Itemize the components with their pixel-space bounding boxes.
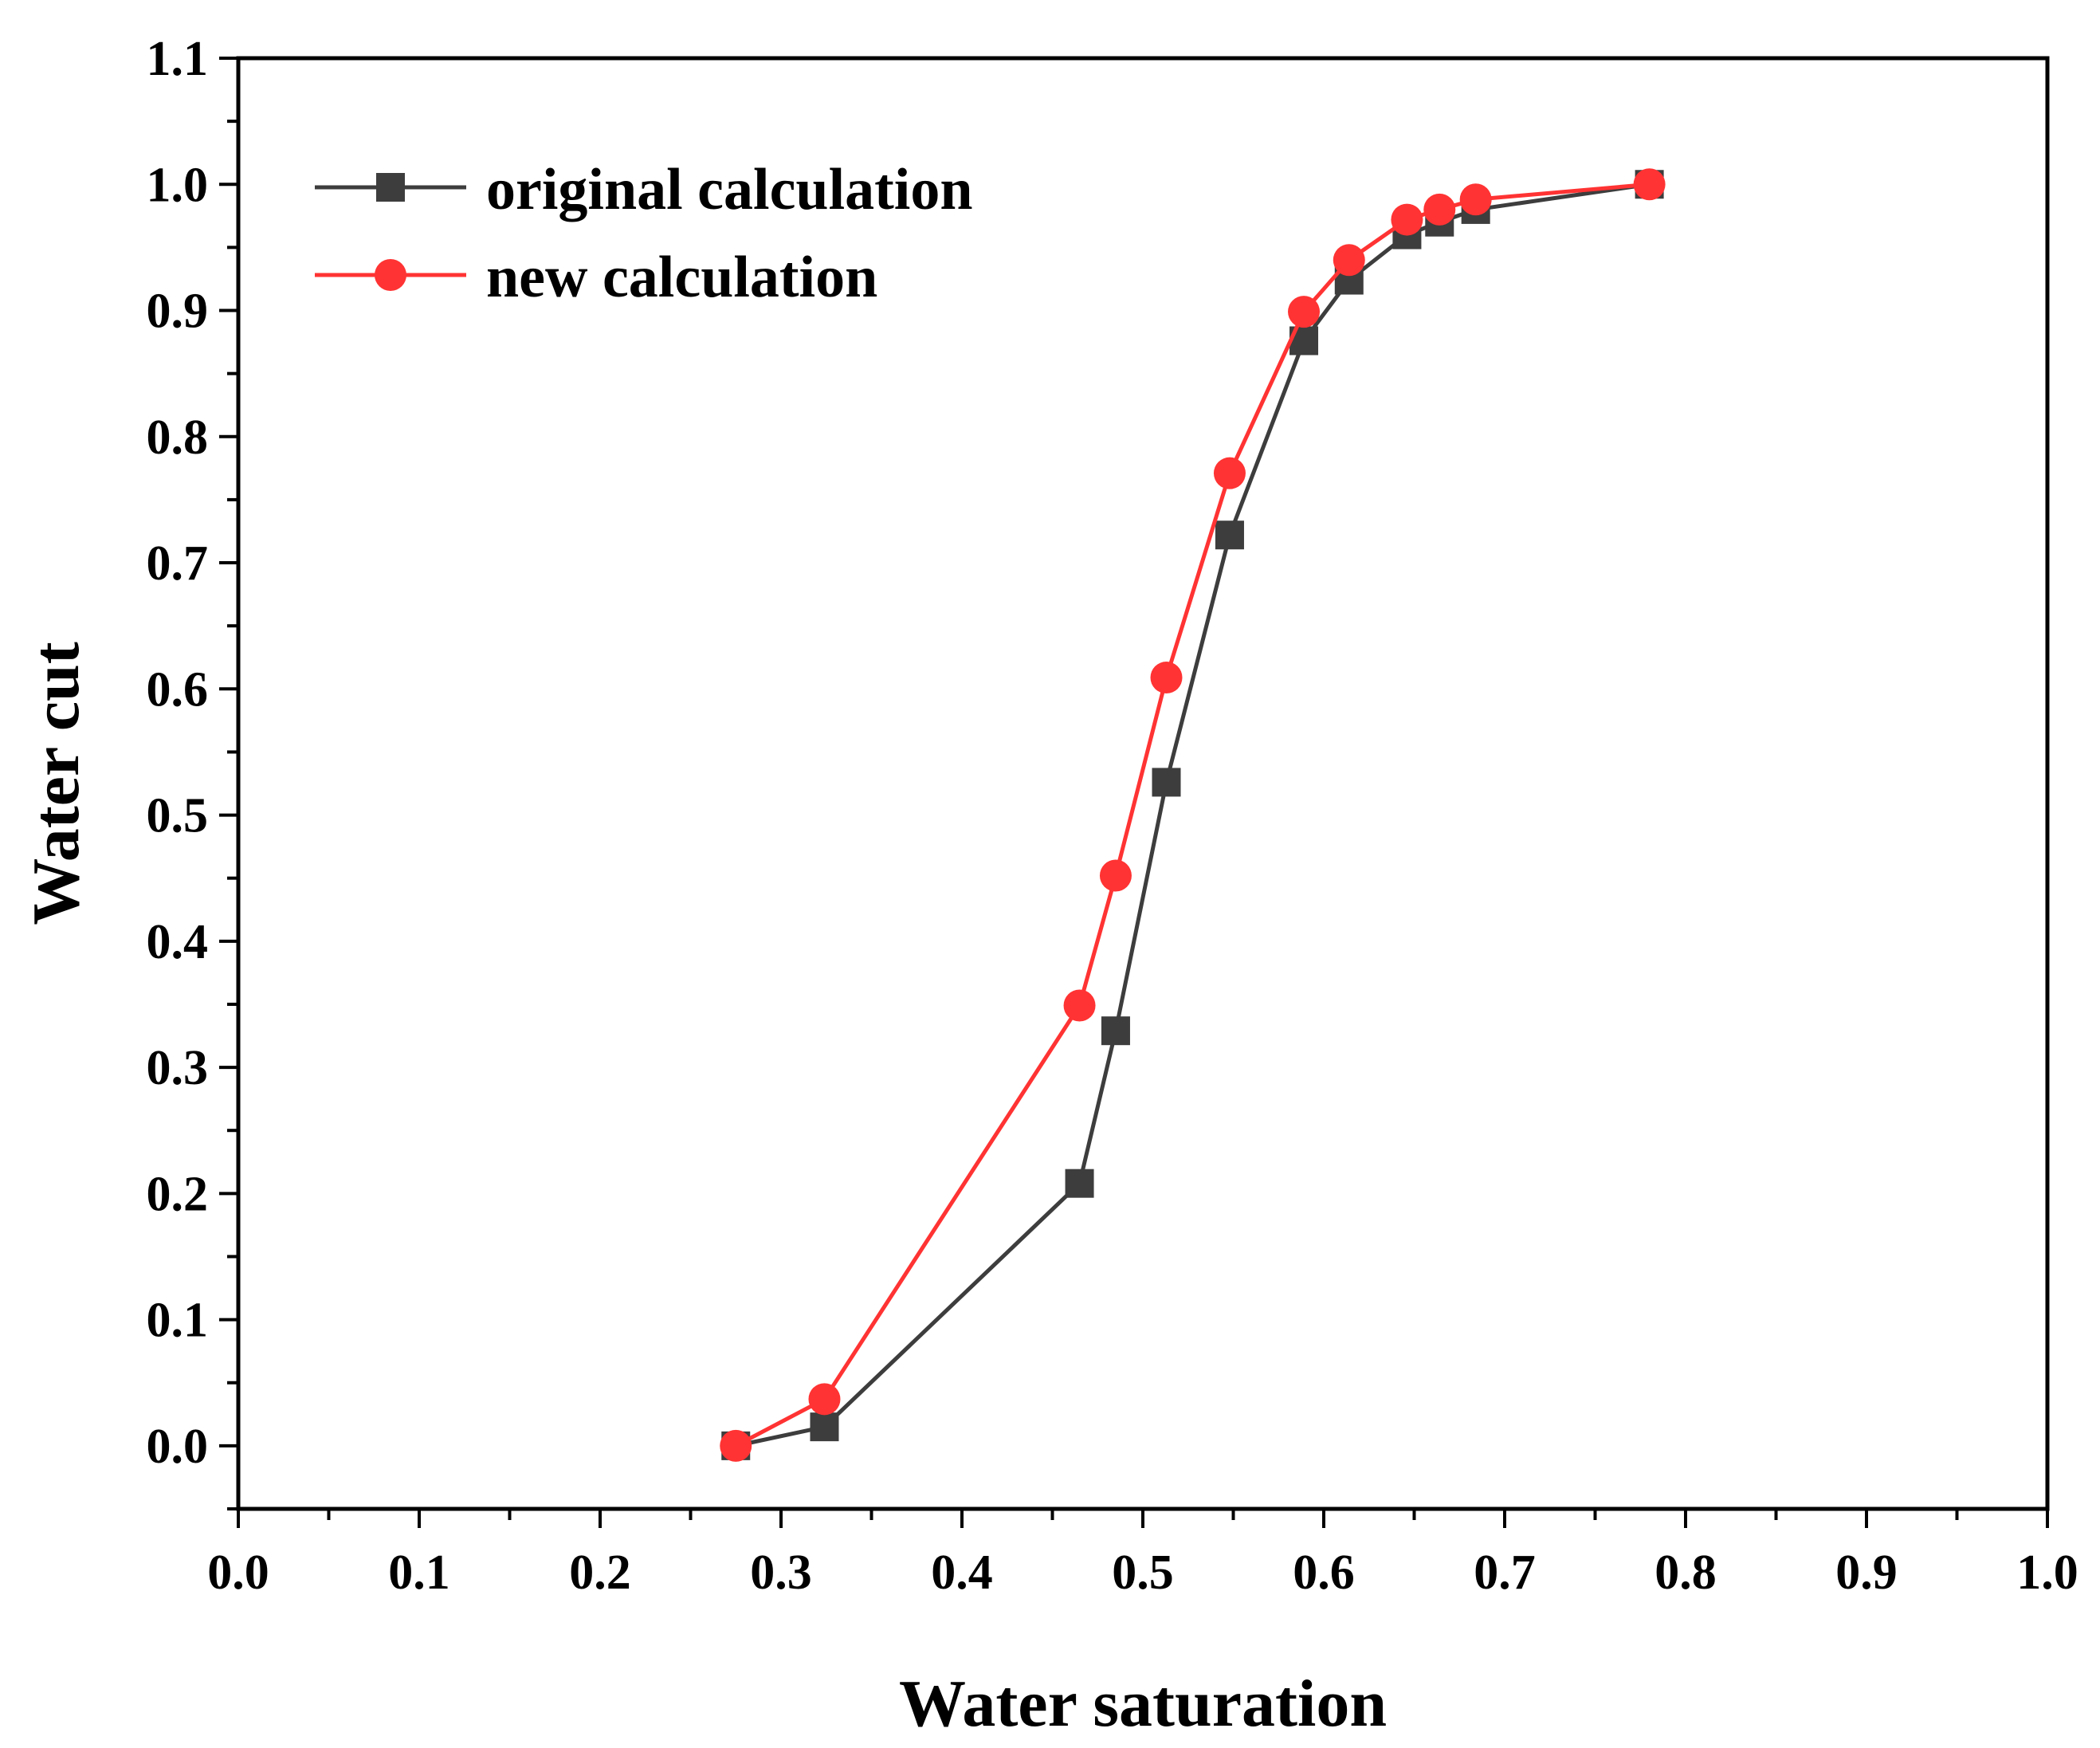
y-tick-label: 1.1 [147,32,209,86]
legend-item-original: original calculation [315,157,973,222]
data-point-circle [1150,662,1183,694]
data-point-circle [808,1383,841,1416]
y-tick-labels: 0.0 0.1 0.2 0.3 0.4 0.5 0.6 0.7 0.8 0.9 1.0 1.1 [147,32,209,1474]
data-point-circle [1459,183,1492,216]
y-tick-label: 0.6 [147,662,209,717]
data-point-circle [1099,859,1132,892]
y-tick-label: 0.1 [147,1294,209,1348]
data-point-circle [1213,457,1246,489]
data-point-circle [1633,168,1666,201]
data-point-square [1065,1169,1094,1198]
data-point-square [1215,520,1244,550]
data-point-square [1101,1016,1130,1046]
x-tick-label: 1.0 [2016,1546,2078,1600]
x-tick-label: 0.5 [1112,1546,1174,1600]
x-tick-label: 0.7 [1474,1546,1536,1600]
y-tick-label: 0.0 [147,1420,209,1474]
y-axis-title: Water cut [19,642,93,925]
x-tick-label: 0.3 [750,1546,812,1600]
x-tick-label: 0.4 [931,1546,993,1600]
legend-marker-circle [375,259,406,291]
y-tick-label: 0.9 [147,285,209,339]
y-tick-label: 1.0 [147,158,209,212]
x-tick-label: 0.0 [207,1546,269,1600]
y-tick-label: 0.4 [147,915,209,969]
x-tick-labels: 0.0 0.1 0.2 0.3 0.4 0.5 0.6 0.7 0.8 0.9 1.0 [207,1546,2078,1600]
y-tick-label: 0.2 [147,1167,209,1221]
series-line [735,182,1650,1448]
x-tick-label: 0.6 [1293,1546,1355,1600]
y-tick-label: 0.8 [147,410,209,465]
y-tick-label: 0.3 [147,1041,209,1095]
data-point-circle [1288,296,1321,328]
y-tick-label: 0.5 [147,789,209,843]
data-point-square [1152,768,1181,797]
data-point-circle [1391,203,1423,236]
x-tick-label: 0.8 [1654,1546,1717,1600]
legend-marker-square [376,173,405,202]
series-original-calculation [721,170,1664,1460]
data-point-circle [1333,244,1365,277]
series-line [735,182,1650,1448]
legend-label-new: new calculation [486,245,877,310]
legend: original calculation new calculation [315,157,973,310]
data-point-square [810,1412,839,1442]
x-tick-label: 0.1 [388,1546,450,1600]
x-axis-title: Water saturation [899,1667,1387,1741]
legend-item-new: new calculation [315,245,877,310]
data-point-circle [1423,193,1456,226]
data-point-circle [1063,989,1096,1022]
y-tick-label: 0.7 [147,536,209,591]
legend-label-original: original calculation [486,157,973,222]
data-point-circle [720,1429,752,1462]
axis-ticks [219,57,2049,1528]
series-layer [720,168,1666,1462]
x-tick-label: 0.2 [569,1546,631,1600]
x-tick-label: 0.9 [1835,1546,1898,1600]
series-new-calculation [720,168,1666,1462]
